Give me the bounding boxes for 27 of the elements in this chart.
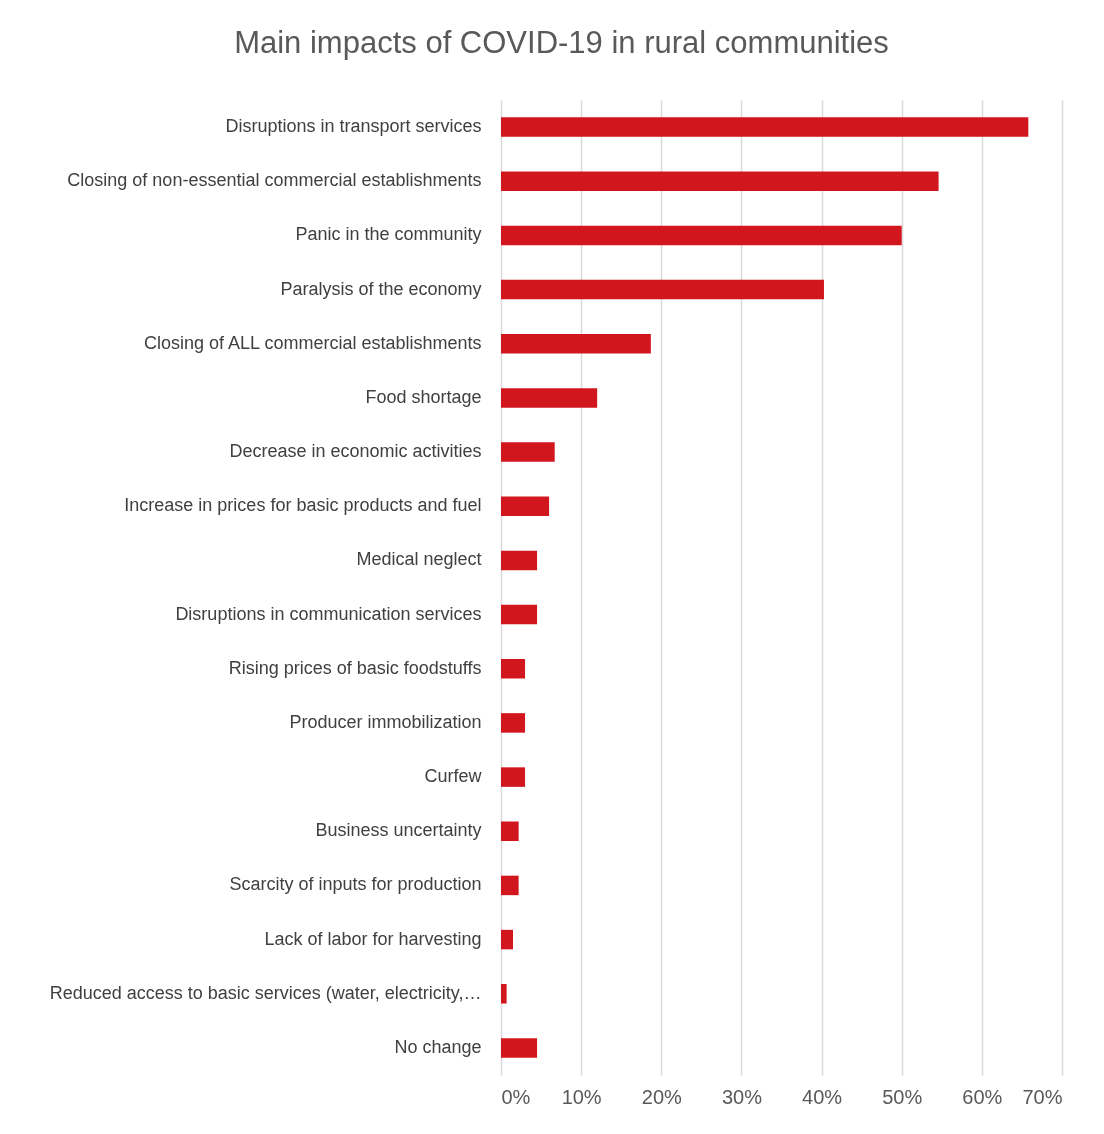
x-tick-label: 0% bbox=[501, 1085, 531, 1108]
y-tick-label: Paralysis of the economy bbox=[280, 278, 482, 299]
x-tick-label: 50% bbox=[882, 1085, 923, 1108]
x-tick-label: 40% bbox=[802, 1085, 843, 1108]
y-tick-label: Medical neglect bbox=[356, 549, 482, 570]
y-tick-label: Disruptions in communication services bbox=[175, 603, 482, 624]
y-tick-label: Business uncertainty bbox=[315, 820, 482, 841]
y-tick-label: Increase in prices for basic products and fuel bbox=[124, 495, 482, 516]
y-tick-label: Curfew bbox=[424, 766, 483, 787]
y-tick-label: Reduced access to basic services (water, electricity,… bbox=[49, 982, 482, 1003]
y-tick-label: Producer immobilization bbox=[289, 711, 482, 732]
y-tick-label: Scarcity of inputs for production bbox=[229, 874, 482, 895]
y-tick-label: Closing of non-essential commercial establishments bbox=[67, 170, 482, 191]
x-tick-label: 60% bbox=[962, 1085, 1003, 1108]
y-tick-label: Lack of labor for harvesting bbox=[264, 928, 482, 949]
chart-title: Main impacts of COVID-19 in rural communities bbox=[234, 25, 889, 60]
x-tick-label: 20% bbox=[641, 1085, 683, 1108]
x-tick-label: 70% bbox=[1022, 1085, 1063, 1108]
x-tick-label: 30% bbox=[721, 1085, 763, 1108]
y-tick-label: Disruptions in transport services bbox=[225, 116, 482, 137]
y-tick-label: Closing of ALL commercial establishments bbox=[144, 332, 482, 353]
y-tick-label: Panic in the community bbox=[295, 224, 482, 245]
y-tick-label: Decrease in economic activities bbox=[229, 441, 482, 462]
y-tick-label: No change bbox=[394, 1036, 482, 1057]
y-tick-label: Rising prices of basic foodstuffs bbox=[228, 657, 482, 678]
y-tick-label: Food shortage bbox=[365, 386, 482, 407]
x-tick-label: 10% bbox=[561, 1085, 602, 1108]
